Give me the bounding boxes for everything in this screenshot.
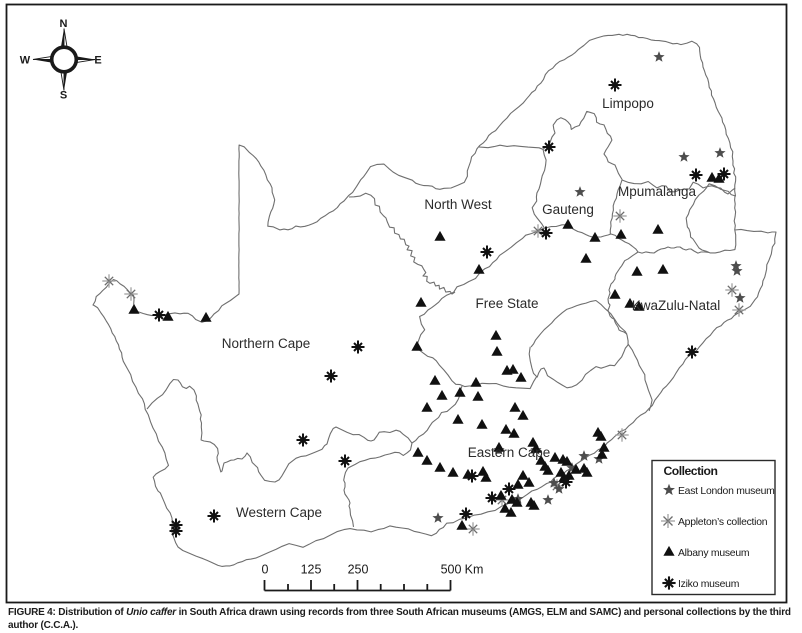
svg-text:KwaZulu-Natal: KwaZulu-Natal bbox=[632, 298, 721, 313]
svg-text:Collection: Collection bbox=[664, 464, 718, 478]
svg-text:Free State: Free State bbox=[475, 296, 538, 311]
svg-text:Limpopo: Limpopo bbox=[602, 96, 654, 111]
svg-text:Iziko museum: Iziko museum bbox=[678, 579, 739, 590]
svg-text:East London museum: East London museum bbox=[678, 486, 775, 497]
svg-text:Eastern Cape: Eastern Cape bbox=[468, 445, 551, 460]
svg-text:125: 125 bbox=[301, 563, 322, 577]
svg-text:Km: Km bbox=[465, 563, 484, 577]
svg-text:500: 500 bbox=[441, 563, 462, 577]
svg-text:Western Cape: Western Cape bbox=[236, 505, 322, 520]
svg-text:Gauteng: Gauteng bbox=[542, 202, 594, 217]
svg-text:Mpumalanga: Mpumalanga bbox=[618, 184, 697, 199]
svg-text:250: 250 bbox=[348, 563, 369, 577]
svg-text:Appleton’s collection: Appleton’s collection bbox=[678, 517, 768, 528]
svg-text:Northern Cape: Northern Cape bbox=[222, 336, 311, 351]
svg-text:N: N bbox=[60, 18, 68, 30]
svg-text:North West: North West bbox=[424, 197, 492, 212]
svg-text:W: W bbox=[20, 55, 31, 67]
svg-text:0: 0 bbox=[262, 563, 269, 577]
svg-text:E: E bbox=[94, 55, 101, 67]
svg-text:S: S bbox=[60, 90, 67, 102]
svg-text:Albany museum: Albany museum bbox=[678, 548, 749, 559]
